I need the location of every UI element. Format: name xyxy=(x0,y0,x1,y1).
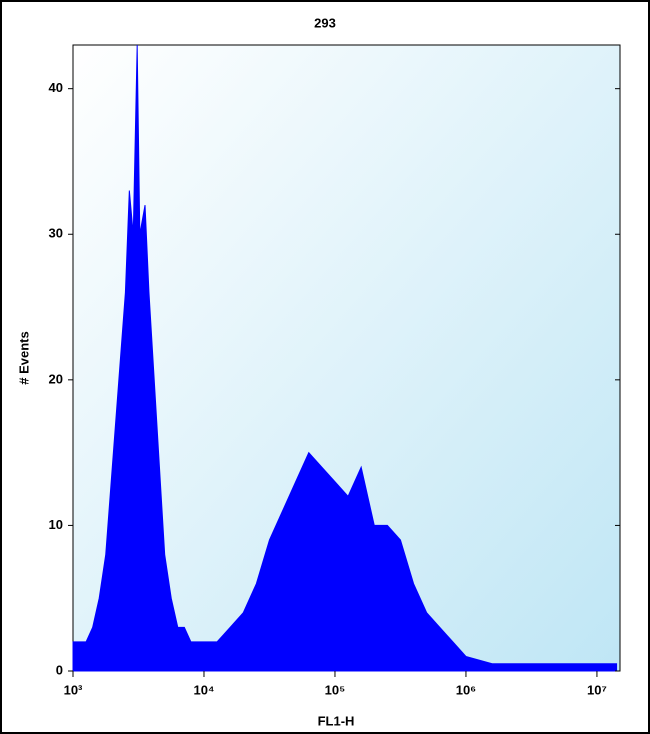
y-tick-label: 0 xyxy=(56,662,63,677)
y-tick-label: 20 xyxy=(49,371,63,386)
x-axis-label: FL1-H xyxy=(318,713,355,728)
y-axis-label: # Events xyxy=(16,331,31,384)
x-tick-label: 10⁵ xyxy=(325,682,346,697)
chart-title: 293 xyxy=(314,15,336,30)
histogram-area xyxy=(72,44,618,672)
x-tick-label: 10⁷ xyxy=(587,682,607,697)
y-tick-label: 30 xyxy=(49,226,63,241)
y-tick-label: 10 xyxy=(49,517,63,532)
y-tick-label: 40 xyxy=(49,80,63,95)
x-tick-label: 10⁶ xyxy=(456,682,476,697)
x-tick-label: 10³ xyxy=(64,682,83,697)
x-tick-label: 10⁴ xyxy=(194,682,215,697)
